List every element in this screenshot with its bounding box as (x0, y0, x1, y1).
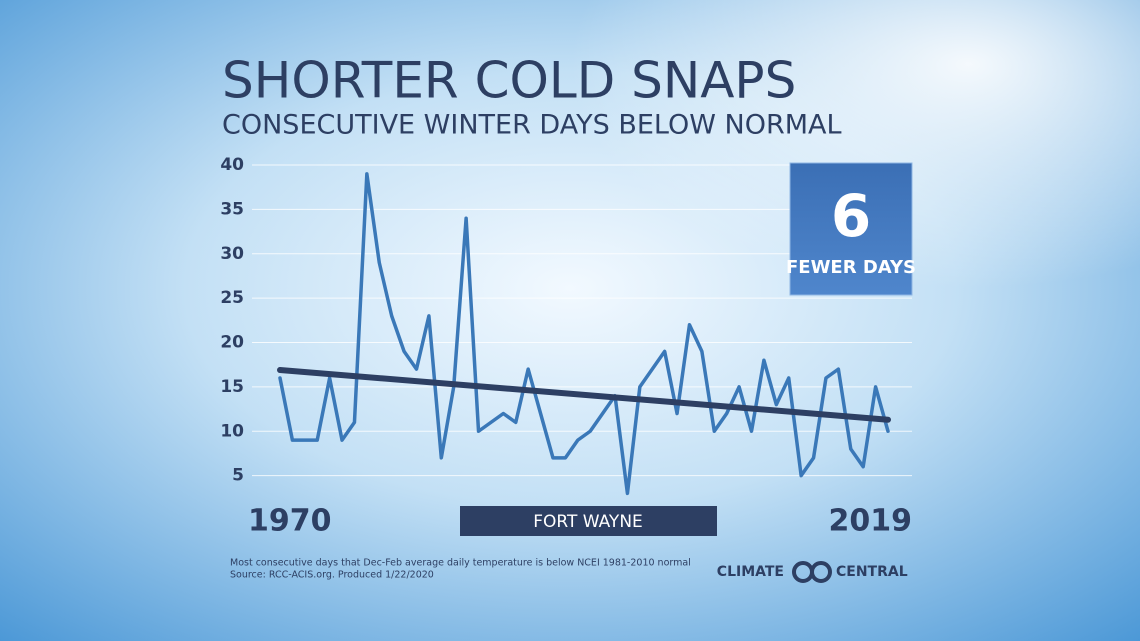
y-tick-label: 5 (232, 466, 244, 486)
badge-box (789, 162, 913, 296)
y-tick-label: 40 (220, 155, 244, 175)
x-tick-label: 1970 (248, 504, 332, 539)
logo-text: CENTRAL (836, 564, 908, 580)
y-tick-label: 30 (220, 244, 244, 264)
y-tick-label: 10 (220, 421, 244, 441)
location-bar (460, 506, 717, 536)
location-label: FORT WAYNE (533, 512, 643, 532)
y-tick-label: 15 (220, 377, 244, 397)
badge-number: 6 (831, 182, 871, 250)
chart-subtitle: CONSECUTIVE WINTER DAYS BELOW NORMAL (222, 110, 842, 141)
data-line (278, 172, 890, 496)
plot-area: 5 10 15 20 25 30 35 40 1970 2019 (220, 155, 912, 539)
badge-label: FEWER DAYS (786, 257, 916, 278)
y-tick-label: 20 (220, 333, 244, 353)
trend-line (277, 367, 891, 423)
y-tick-label: 25 (220, 288, 244, 308)
logo-text: CLIMATE (717, 564, 784, 580)
y-tick-label: 35 (220, 199, 244, 219)
footnote: Source: RCC-ACIS.org. Produced 1/22/2020 (230, 570, 434, 581)
footnote: Most consecutive days that Dec-Feb avera… (230, 558, 691, 569)
chart-title: SHORTER COLD SNAPS (222, 52, 796, 110)
x-tick-label: 2019 (829, 504, 913, 539)
logo-icon (810, 561, 832, 583)
